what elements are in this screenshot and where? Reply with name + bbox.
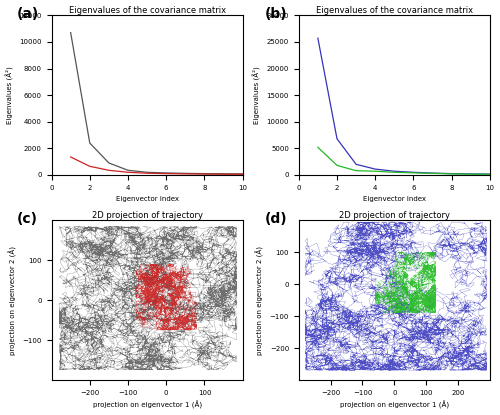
Title: Eigenvalues of the covariance matrix: Eigenvalues of the covariance matrix <box>316 5 473 15</box>
Text: (a): (a) <box>17 7 40 21</box>
Title: 2D projection of trajectory: 2D projection of trajectory <box>92 210 202 220</box>
Y-axis label: projection on eigenvector 2 (Å): projection on eigenvector 2 (Å) <box>256 246 264 355</box>
Title: 2D projection of trajectory: 2D projection of trajectory <box>339 210 450 220</box>
Text: (d): (d) <box>264 212 287 226</box>
X-axis label: projection on eigenvector 1 (Å): projection on eigenvector 1 (Å) <box>92 401 202 410</box>
Title: Eigenvalues of the covariance matrix: Eigenvalues of the covariance matrix <box>68 5 226 15</box>
X-axis label: projection on eigenvector 1 (Å): projection on eigenvector 1 (Å) <box>340 401 449 410</box>
Y-axis label: Eigenvalues (Å²): Eigenvalues (Å²) <box>6 66 14 124</box>
X-axis label: Eigenvector index: Eigenvector index <box>116 196 178 202</box>
Y-axis label: Eigenvalues (Å²): Eigenvalues (Å²) <box>253 66 261 124</box>
Text: (b): (b) <box>264 7 287 21</box>
Y-axis label: projection on eigenvector 2 (Å): projection on eigenvector 2 (Å) <box>8 246 17 355</box>
X-axis label: Eigenvector index: Eigenvector index <box>363 196 426 202</box>
Text: (c): (c) <box>17 212 38 226</box>
